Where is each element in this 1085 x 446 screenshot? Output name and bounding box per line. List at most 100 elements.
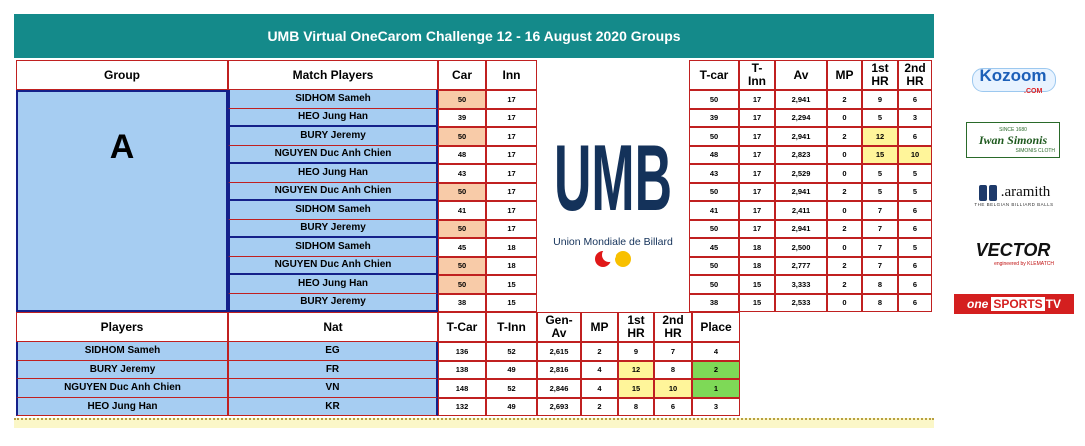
match-row-inn: 17: [486, 145, 537, 164]
match-row-car: 43: [438, 164, 486, 183]
aramith-text: aramith: [1004, 184, 1051, 200]
standings-mp: 4: [581, 379, 618, 398]
standings-tcar: 136: [438, 342, 486, 361]
match-row-hr1: 5: [862, 164, 898, 183]
match-row-tcar: 50: [689, 275, 739, 294]
match-row-car: 50: [438, 256, 486, 275]
match-row-inn: 17: [486, 219, 537, 238]
kozoom-text: Kozoom: [979, 66, 1047, 85]
match-row-tinn: 17: [739, 90, 775, 109]
standings-place: 4: [692, 342, 740, 361]
match-row-mp: 0: [827, 293, 862, 312]
match-row-tinn: 17: [739, 201, 775, 220]
match-row-mp: 2: [827, 275, 862, 294]
onesports-tv: TV: [1045, 297, 1062, 311]
match-row-hr1: 7: [862, 238, 898, 257]
match-row-player: NGUYEN Duc Anh Chien: [228, 145, 438, 164]
match-row-mp: 0: [827, 108, 862, 127]
page-title: UMB Virtual OneCarom Challenge 12 - 16 A…: [14, 14, 934, 58]
standings-tinn: 49: [486, 397, 537, 416]
yellow-ball-icon: [615, 251, 631, 267]
standings-hr1: 9: [618, 342, 654, 361]
match-row-hr2: 6: [898, 293, 932, 312]
match-row-av: 2,941: [775, 90, 827, 109]
match-row-tinn: 18: [739, 256, 775, 275]
sponsor-column: Kozoom .COM SINCE 1680 Iwan Simonis SIMO…: [948, 60, 1078, 320]
match-row-inn: 17: [486, 182, 537, 201]
match-row-tcar: 50: [689, 219, 739, 238]
simonis-logo: SINCE 1680 Iwan Simonis SIMONIS CLOTH: [966, 122, 1060, 158]
simonis-text: Iwan Simonis: [978, 132, 1048, 147]
match-row-av: 2,941: [775, 127, 827, 146]
standings-nat: EG: [228, 342, 438, 361]
aramith-sub: THE BELGIAN BILLIARD BALLS: [974, 201, 1054, 207]
standings-genav: 2,693: [537, 397, 581, 416]
match-row-av: 2,777: [775, 256, 827, 275]
match-row-mp: 0: [827, 164, 862, 183]
match-row-hr2: 6: [898, 275, 932, 294]
standings-place: 1: [692, 379, 740, 398]
match-row-car: 48: [438, 145, 486, 164]
match-row-tcar: 38: [689, 293, 739, 312]
kozoom-sub: .COM: [1024, 88, 1043, 95]
vector-sub: engineered by KLEMATCH: [994, 260, 1054, 267]
standings-header-nat: Nat: [228, 312, 438, 342]
match-row-inn: 17: [486, 90, 537, 109]
standings-hr2: 10: [654, 379, 692, 398]
onesports-logo: one SPORTS TV: [954, 294, 1074, 314]
standings-header-place: Place: [692, 312, 740, 342]
match-row-hr1: 5: [862, 108, 898, 127]
match-row-car: 50: [438, 275, 486, 294]
vector-logo: VECTOR engineered by KLEMATCH: [966, 236, 1060, 270]
match-row-av: 3,333: [775, 275, 827, 294]
standings-player: HEO Jung Han: [16, 397, 228, 416]
match-row-mp: 2: [827, 219, 862, 238]
umb-letters: UMB: [554, 125, 672, 230]
header-t-car: T-car: [689, 60, 739, 90]
match-row-tinn: 17: [739, 182, 775, 201]
standings-place: 2: [692, 360, 740, 379]
header-t-inn: T- Inn: [739, 60, 775, 90]
match-row-mp: 2: [827, 127, 862, 146]
standings-tinn: 52: [486, 342, 537, 361]
match-row-tinn: 15: [739, 293, 775, 312]
standings-genav: 2,846: [537, 379, 581, 398]
match-row-player: HEO Jung Han: [228, 164, 438, 183]
standings-nat: FR: [228, 360, 438, 379]
match-row-player: BURY Jeremy: [228, 293, 438, 312]
match-row-inn: 18: [486, 256, 537, 275]
match-row-tinn: 17: [739, 145, 775, 164]
match-row-hr1: 12: [862, 127, 898, 146]
match-row-av: 2,941: [775, 219, 827, 238]
match-row-av: 2,941: [775, 182, 827, 201]
match-row-hr2: 5: [898, 238, 932, 257]
match-row-tcar: 50: [689, 127, 739, 146]
match-row-tinn: 17: [739, 108, 775, 127]
match-row-hr2: 6: [898, 90, 932, 109]
match-row-tinn: 17: [739, 164, 775, 183]
match-row-tinn: 17: [739, 219, 775, 238]
match-row-hr2: 6: [898, 127, 932, 146]
match-row-car: 50: [438, 127, 486, 146]
match-row-hr2: 3: [898, 108, 932, 127]
match-row-inn: 18: [486, 238, 537, 257]
aramith-logo: . aramith THE BELGIAN BILLIARD BALLS: [974, 184, 1054, 207]
match-row-hr2: 5: [898, 182, 932, 201]
umb-logo-graphic: UMB Union Mondiale de Billard: [553, 125, 673, 267]
match-row-av: 2,533: [775, 293, 827, 312]
simonis-sub: SIMONIS CLOTH: [1015, 147, 1055, 154]
umb-logo: UMB Union Mondiale de Billard: [537, 60, 689, 312]
match-row-inn: 17: [486, 127, 537, 146]
standings-tcar: 138: [438, 360, 486, 379]
match-row-av: 2,500: [775, 238, 827, 257]
match-row-car: 45: [438, 238, 486, 257]
standings-header-mp: MP: [581, 312, 618, 342]
standings-header-t-inn: T-Inn: [486, 312, 537, 342]
match-row-hr2: 6: [898, 201, 932, 220]
match-row-player: BURY Jeremy: [228, 219, 438, 238]
simonis-since: SINCE 1680: [999, 126, 1027, 133]
match-row-car: 41: [438, 201, 486, 220]
match-row-inn: 17: [486, 201, 537, 220]
match-row-hr1: 7: [862, 219, 898, 238]
header-car: Car: [438, 60, 486, 90]
